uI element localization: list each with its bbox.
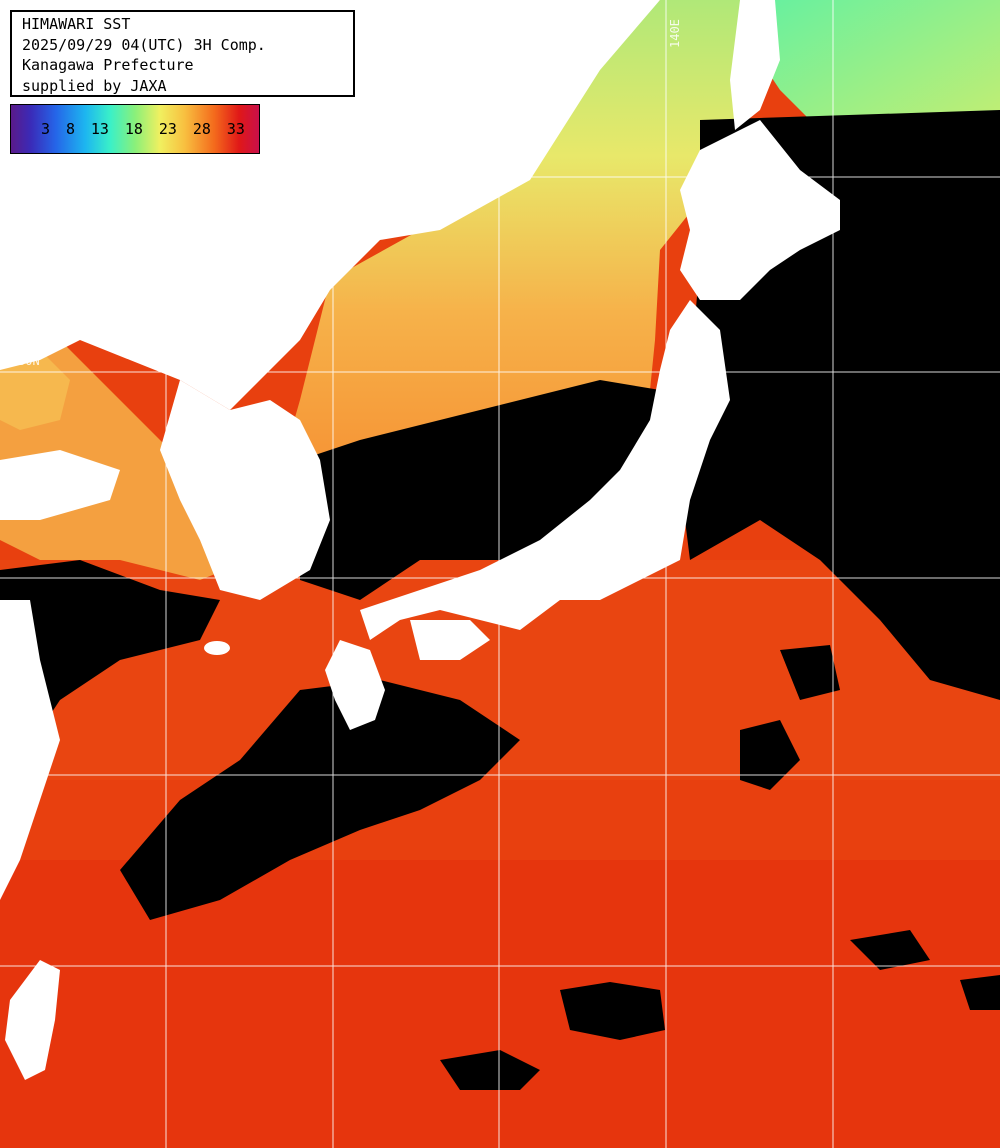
legend-tick: 18 xyxy=(124,120,143,138)
hokkaido xyxy=(680,120,840,300)
legend-tick: 8 xyxy=(65,120,75,138)
mainland-asia xyxy=(0,0,660,410)
temperature-legend: 3 8 13 18 23 28 33 xyxy=(10,104,260,154)
honshu xyxy=(360,300,730,640)
map-credit: supplied by JAXA xyxy=(22,76,167,95)
cloud-right-edge xyxy=(960,975,1000,1010)
longitude-label-140e: 140E xyxy=(668,19,682,48)
cloud-east-patch-2 xyxy=(780,645,840,700)
cloud-east-patch xyxy=(740,720,800,790)
cloud-west xyxy=(0,560,220,760)
bohai-sea xyxy=(0,350,70,430)
map-datetime: 2025/09/29 04(UTC) 3H Comp. xyxy=(22,35,266,54)
cloud-south-patch xyxy=(560,982,665,1040)
latitude-label-30n: 30N xyxy=(18,354,40,368)
cloud-central xyxy=(300,380,660,600)
cloud-southwest xyxy=(120,680,520,920)
shikoku xyxy=(410,620,490,660)
legend-tick: 13 xyxy=(90,120,109,138)
map-region: Kanagawa Prefecture xyxy=(22,56,194,74)
jeju-island xyxy=(204,641,230,655)
legend-tick: 3 xyxy=(40,120,50,138)
legend-tick: 23 xyxy=(158,120,177,138)
china-east-coast xyxy=(0,600,60,900)
info-box: HIMAWARI SST 2025/09/29 04(UTC) 3H Comp.… xyxy=(10,10,355,97)
legend-tick: 33 xyxy=(226,120,245,138)
cloud-sw-patch xyxy=(440,1050,540,1090)
taiwan xyxy=(5,960,60,1080)
legend-tick: 28 xyxy=(192,120,211,138)
kyushu xyxy=(325,640,385,730)
shandong-peninsula xyxy=(0,450,120,520)
latitude-label-20n: 20N xyxy=(18,760,40,774)
sakhalin xyxy=(730,0,780,130)
northeast-cool xyxy=(760,0,1000,140)
korea-peninsula xyxy=(160,380,330,600)
map-title: HIMAWARI SST xyxy=(22,15,131,33)
cloud-far-east xyxy=(850,930,930,970)
